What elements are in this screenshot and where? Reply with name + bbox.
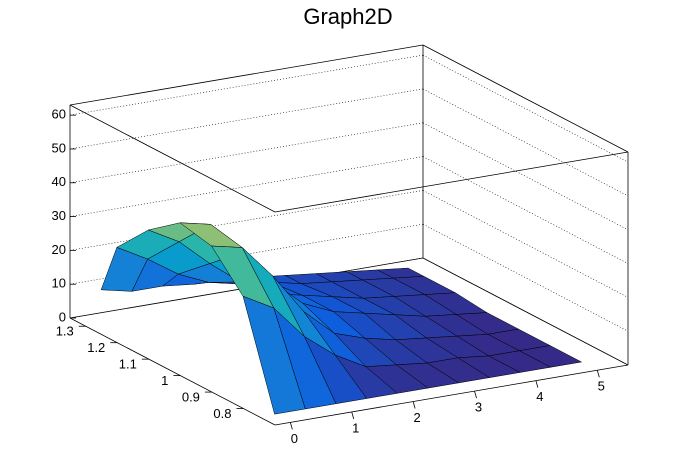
y-tick-label: 1.2 (87, 340, 105, 355)
grid-line (422, 190, 629, 298)
z-tick-label: 0 (59, 309, 66, 324)
y-tick-label: 1.3 (56, 324, 74, 339)
z-tick-label: 50 (52, 140, 66, 155)
grid-line (69, 122, 424, 184)
x-tick-label: 1 (352, 420, 359, 435)
x-tick-label: 5 (598, 379, 605, 394)
y-tick-label: 1 (161, 373, 168, 388)
x-tick-label: 4 (536, 389, 543, 404)
box-edge (69, 44, 424, 106)
x-tick (412, 401, 416, 409)
box-edge (69, 104, 276, 213)
y-tick-label: 0.9 (182, 390, 200, 405)
chart-title: Graph2D (303, 4, 392, 29)
grid-line (422, 156, 629, 264)
z-tick-label: 60 (52, 107, 66, 122)
box-edge (422, 257, 629, 366)
grid-line (422, 88, 629, 197)
grid-line (422, 122, 629, 231)
x-tick (351, 411, 355, 420)
surface-cell (242, 295, 306, 415)
grid-line (69, 156, 424, 217)
grid-line (422, 223, 629, 332)
x-tick (474, 390, 477, 399)
x-tick-label: 3 (475, 400, 482, 415)
box-edge (69, 317, 276, 426)
x-tick (535, 380, 539, 388)
box-edge (274, 364, 629, 426)
grid-line (69, 88, 424, 150)
grid-line (69, 190, 424, 251)
x-tick-label: 2 (414, 410, 421, 425)
grid-line (69, 54, 424, 116)
z-tick-label: 20 (52, 242, 66, 257)
box-edge (422, 44, 629, 153)
box-edge (274, 151, 629, 213)
x-tick-label: 0 (291, 431, 298, 446)
z-tick-label: 40 (52, 174, 66, 189)
grid-line (422, 54, 629, 163)
x-tick (596, 370, 600, 378)
z-tick-label: 10 (52, 276, 66, 291)
y-tick-label: 0.8 (213, 406, 231, 421)
x-tick (289, 422, 293, 430)
z-tick-label: 30 (52, 208, 66, 223)
y-tick-label: 1.1 (119, 357, 137, 372)
